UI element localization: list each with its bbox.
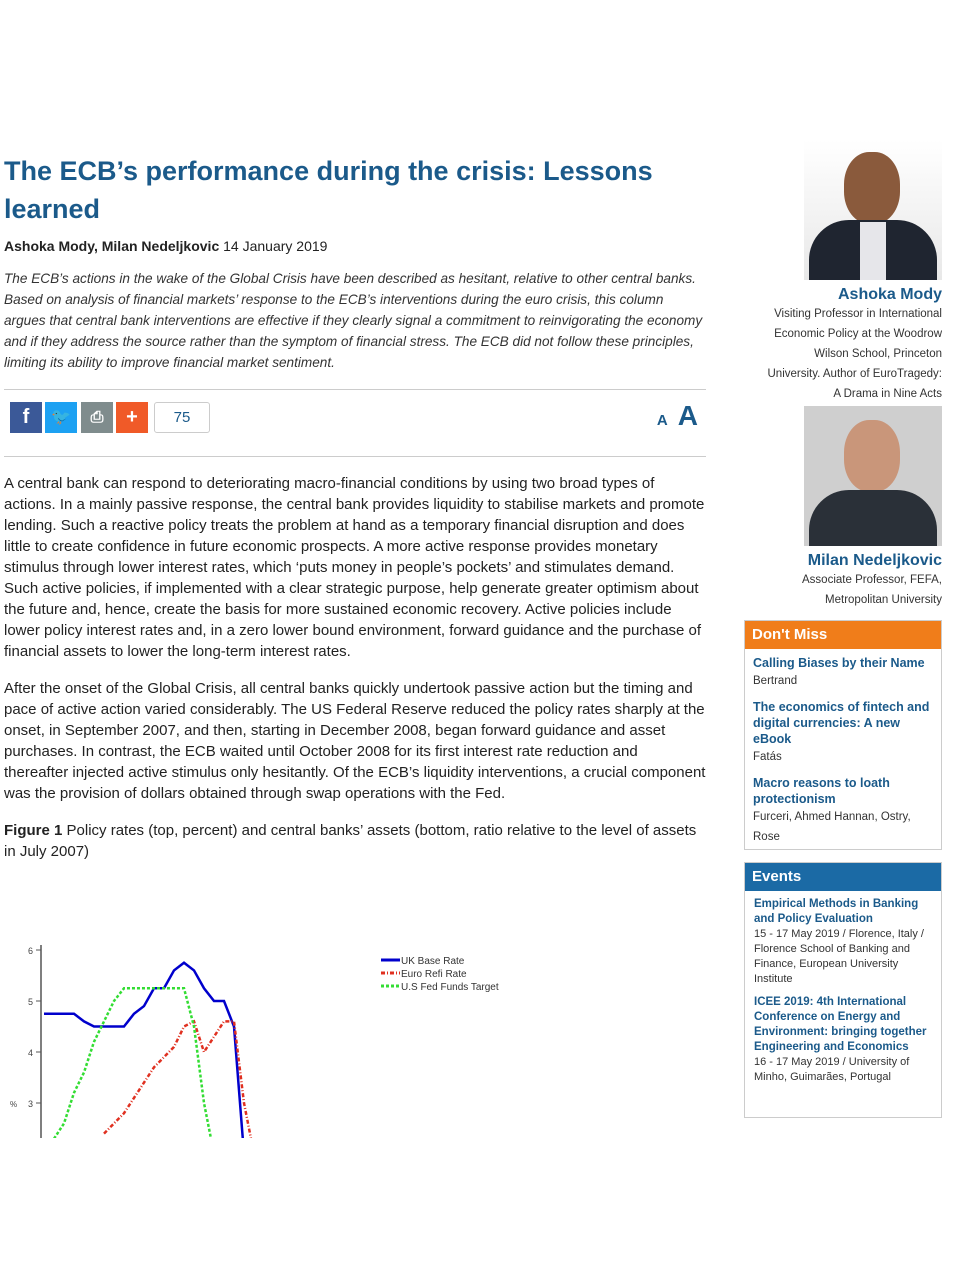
figure-label: Figure 1 bbox=[4, 822, 63, 839]
y-tick-label: 3 bbox=[28, 1099, 33, 1109]
series-line-0 bbox=[44, 961, 244, 1138]
policy-rates-chart: 6 5 4 3% UK Base Rate Euro Refi Rate U.S Fed F… bbox=[10, 945, 499, 1138]
dont-miss-item[interactable]: The economics of fintech and digital cur… bbox=[745, 693, 941, 769]
author-desc-mody: Visiting Professor in International Econ… bbox=[744, 304, 943, 404]
twitter-share-button[interactable]: 🐦 bbox=[45, 402, 77, 433]
y-axis-label: % bbox=[10, 1100, 17, 1109]
event-title[interactable]: Empirical Methods in Banking and Policy … bbox=[754, 898, 919, 925]
event-item[interactable]: Empirical Methods in Banking and Policy … bbox=[745, 891, 941, 989]
figure-caption: Figure 1 Policy rates (top, percent) and… bbox=[4, 820, 706, 862]
item-title[interactable]: Calling Biases by their Name bbox=[753, 656, 925, 670]
desc-line: A Drama in Nine Acts bbox=[833, 388, 942, 400]
author-photo-nedeljkovic[interactable] bbox=[804, 406, 942, 546]
series-line-1 bbox=[103, 1019, 253, 1138]
article-body: A central bank can respond to deteriorat… bbox=[4, 473, 706, 804]
event-detail: 15 - 17 May 2019 / Florence, Italy / Flo… bbox=[754, 928, 924, 985]
legend-label: Euro Refi Rate bbox=[401, 969, 467, 980]
byline: Ashoka Mody, Milan Nedeljkovic 14 Januar… bbox=[4, 238, 706, 254]
event-detail: 16 - 17 May 2019 / University of Minho, … bbox=[754, 1056, 910, 1083]
dont-miss-box: Don't Miss Calling Biases by their Name B… bbox=[744, 620, 942, 850]
desc-line: Metropolitan University bbox=[825, 594, 942, 606]
author-desc-nedeljkovic: Associate Professor, FEFA, Metropolitan … bbox=[744, 570, 942, 610]
desc-line: Associate Professor, FEFA, bbox=[802, 574, 942, 586]
article: The ECB’s performance during the crisis:… bbox=[4, 152, 706, 862]
article-title: The ECB’s performance during the crisis:… bbox=[4, 156, 653, 224]
paragraph: After the onset of the Global Crisis, al… bbox=[4, 680, 706, 802]
authors[interactable]: Ashoka Mody, Milan Nedeljkovic bbox=[4, 238, 220, 254]
font-larger-button[interactable]: A bbox=[677, 400, 698, 431]
item-title[interactable]: Macro reasons to loath protectionism bbox=[753, 776, 890, 806]
legend-label: UK Base Rate bbox=[401, 956, 465, 967]
dont-miss-item[interactable]: Calling Biases by their Name Bertrand bbox=[745, 649, 941, 693]
dont-miss-item[interactable]: Macro reasons to loath protectionism Furc… bbox=[745, 769, 941, 849]
font-smaller-button[interactable]: A bbox=[656, 412, 668, 429]
event-item[interactable]: ICEE 2019: 4th International Conference … bbox=[745, 989, 941, 1087]
legend-label: U.S Fed Funds Target bbox=[401, 982, 499, 993]
y-tick-label: 5 bbox=[28, 997, 33, 1007]
share-count: 75 bbox=[154, 402, 210, 433]
item-author: Bertrand bbox=[753, 675, 798, 687]
facebook-share-button[interactable]: f bbox=[10, 402, 42, 433]
author-photo-mody[interactable] bbox=[804, 140, 942, 280]
sidebar: Ashoka Mody Visiting Professor in Intern… bbox=[744, 140, 942, 1118]
author-name-nedeljkovic[interactable]: Milan Nedeljkovic bbox=[807, 552, 942, 569]
events-header: Events bbox=[745, 863, 941, 891]
desc-line: Wilson School, Princeton bbox=[814, 348, 942, 360]
item-title[interactable]: The economics of fintech and digital cur… bbox=[753, 700, 930, 746]
more-share-button[interactable]: + bbox=[116, 402, 148, 433]
print-button[interactable]: ⎙ bbox=[81, 402, 113, 433]
desc-line: University. Author of EuroTragedy: bbox=[767, 368, 943, 380]
paragraph: A central bank can respond to deteriorat… bbox=[4, 475, 705, 660]
figure-caption-text: Policy rates (top, percent) and central … bbox=[4, 822, 697, 860]
series-line-2 bbox=[52, 987, 213, 1138]
events-box: Events Empirical Methods in Banking and … bbox=[744, 862, 942, 1118]
desc-line: Economic Policy at the Woodrow bbox=[774, 328, 942, 340]
y-tick-label: 4 bbox=[28, 1048, 33, 1058]
item-author: Fatás bbox=[753, 751, 782, 763]
dont-miss-header: Don't Miss bbox=[745, 621, 941, 649]
date: 14 January 2019 bbox=[223, 238, 328, 254]
author-name-mody[interactable]: Ashoka Mody bbox=[837, 286, 942, 303]
desc-line: Visiting Professor in International bbox=[774, 308, 942, 320]
item-author: Furceri, Ahmed Hannan, Ostry, Rose bbox=[753, 811, 911, 843]
event-title[interactable]: ICEE 2019: 4th International Conference … bbox=[754, 996, 927, 1053]
abstract: The ECB’s actions in the wake of the Glo… bbox=[4, 271, 703, 370]
y-tick-label: 6 bbox=[28, 946, 33, 956]
